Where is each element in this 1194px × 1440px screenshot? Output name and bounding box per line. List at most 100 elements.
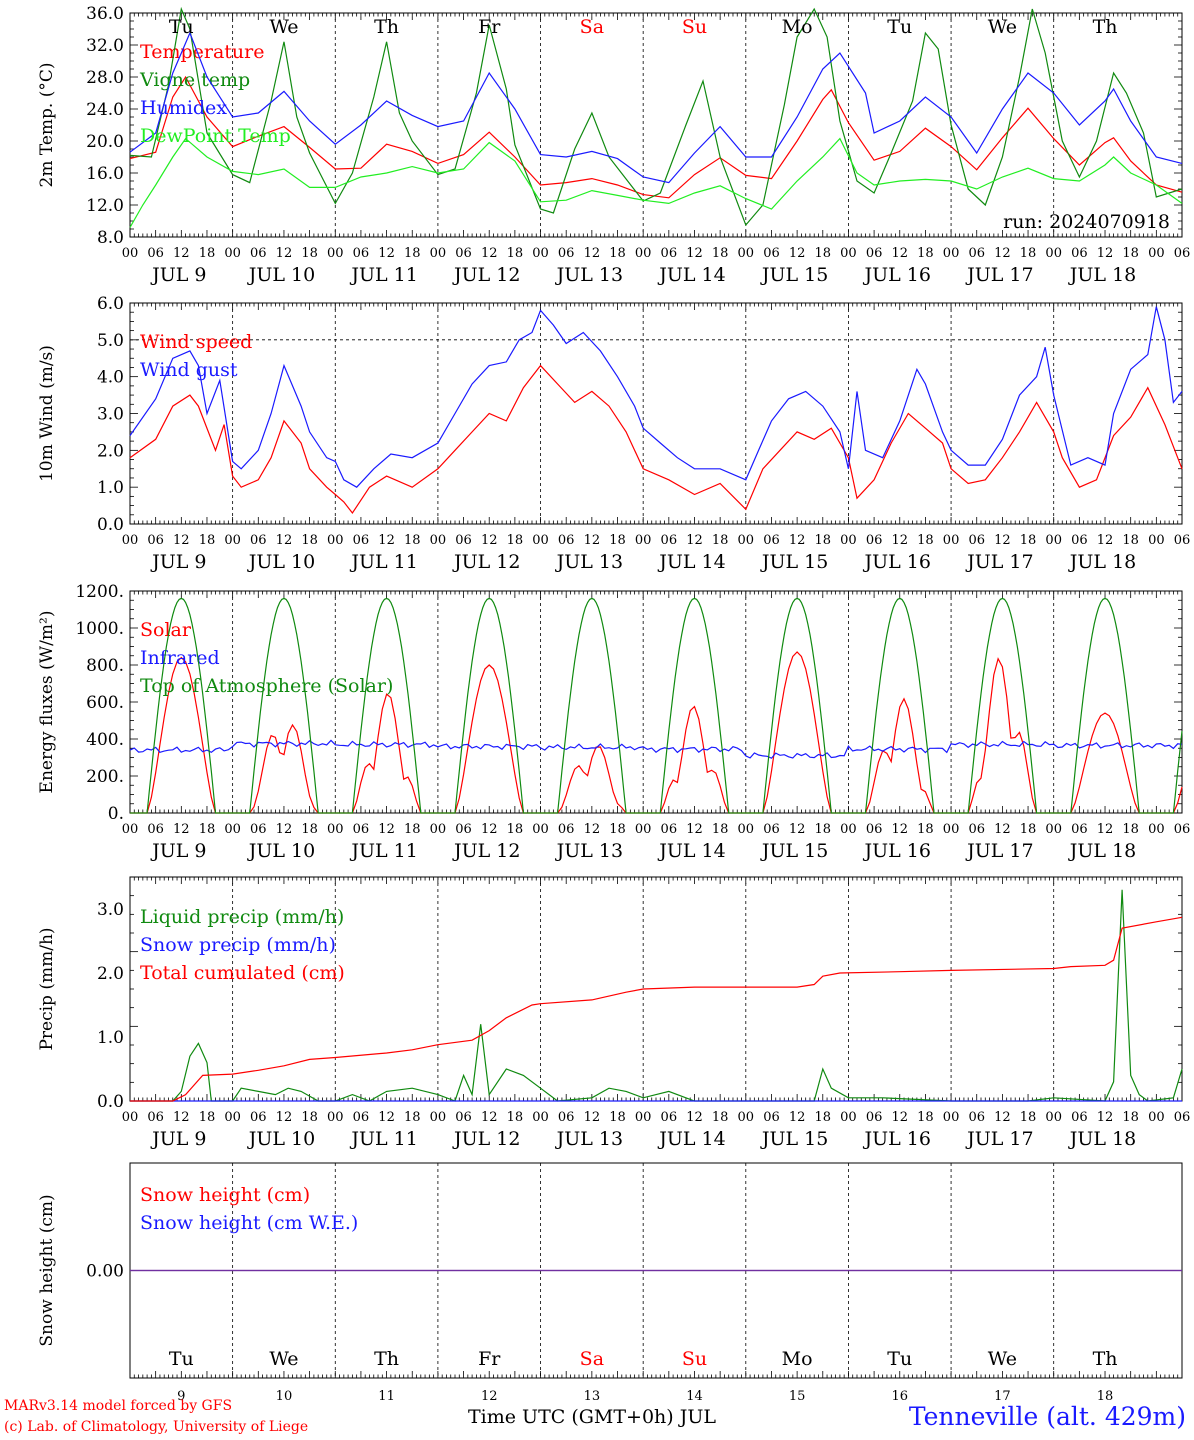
hour-label: 12 — [276, 246, 293, 261]
hour-label: 06 — [866, 533, 883, 548]
hour-label: 00 — [840, 533, 857, 548]
hour-label: 06 — [147, 246, 164, 261]
y-tick-label: 200. — [86, 767, 124, 787]
series-line-top-of-atmosphere-solar- — [130, 597, 1183, 814]
hour-label: 00 — [532, 533, 549, 548]
y-tick-label: 12.0 — [86, 196, 124, 216]
hour-label: 06 — [353, 1110, 370, 1125]
date-label: JUL 12 — [452, 551, 520, 573]
hour-label: 12 — [481, 1110, 498, 1125]
y-tick-label: 1000. — [75, 619, 124, 639]
hour-label: 00 — [943, 533, 960, 548]
day-name-label: Tu — [887, 16, 912, 38]
date-label: JUL 13 — [555, 840, 623, 862]
hour-label: 00 — [1148, 822, 1165, 837]
date-label: JUL 12 — [452, 1128, 520, 1150]
hour-label: 06 — [455, 533, 472, 548]
hour-label: 12 — [789, 246, 806, 261]
hour-label: 12 — [378, 246, 395, 261]
y-axis-title: Snow height (cm) — [37, 1194, 57, 1346]
hour-label: 18 — [712, 246, 729, 261]
series-line-vigne-temp — [129, 6, 1183, 227]
hour-label: 06 — [147, 533, 164, 548]
hour-label: 00 — [122, 822, 139, 837]
y-tick-label: 5.0 — [97, 331, 124, 351]
legend-entry: Humidex — [140, 97, 227, 119]
hour-label: 18 — [815, 246, 832, 261]
hour-label: 18 — [1122, 822, 1139, 837]
hour-label: 00 — [635, 246, 652, 261]
hour-label: 06 — [353, 533, 370, 548]
panel-2: 0.0 1.0 2.0 3.0 4.0 5.0 6.0 10m Wind (m/s) 00 06 1… — [37, 294, 1190, 573]
hour-label: 18 — [917, 1110, 934, 1125]
y-tick-label: 3.0 — [97, 405, 124, 425]
hour-label: 00 — [327, 533, 344, 548]
hour-label: 12 — [686, 246, 703, 261]
hour-label: 18 — [199, 822, 216, 837]
hour-label: 12 — [378, 533, 395, 548]
hour-label: 12 — [584, 1110, 601, 1125]
hour-label: 06 — [353, 246, 370, 261]
hour-label: 00 — [738, 246, 755, 261]
date-label: JUL 9 — [150, 551, 206, 573]
hour-label: 06 — [558, 1110, 575, 1125]
y-tick-label: 28.0 — [86, 68, 124, 88]
hour-label: 00 — [532, 822, 549, 837]
day-name-label: Fr — [478, 16, 501, 38]
day-name-label: Th — [374, 16, 399, 38]
hour-label: 12 — [891, 533, 908, 548]
series-line-infrared — [129, 739, 1183, 759]
day-name-label: We — [988, 16, 1017, 38]
hour-label: 06 — [968, 533, 985, 548]
hour-label: 18 — [404, 533, 421, 548]
hour-label: 18 — [404, 822, 421, 837]
y-tick-label: 0.0 — [97, 515, 124, 535]
hour-label: 00 — [635, 822, 652, 837]
day-name-label: Mo — [782, 1348, 813, 1370]
legend-entry: Vigne temp — [139, 69, 250, 91]
y-axis-title: Energy fluxes (W/m²) — [37, 611, 57, 794]
date-label: JUL 11 — [349, 1128, 417, 1150]
hour-label: 12 — [378, 822, 395, 837]
date-label: JUL 17 — [965, 840, 1033, 862]
hour-label: 06 — [661, 822, 678, 837]
y-tick-label: 800. — [86, 656, 124, 676]
hour-label: 00 — [224, 1110, 241, 1125]
hour-label: 18 — [1122, 246, 1139, 261]
hour-label: 06 — [866, 822, 883, 837]
day-name-label: Tu — [169, 16, 194, 38]
day-name-label: Su — [682, 16, 707, 38]
plot-frame — [129, 302, 1183, 525]
lab-credit: (c) Lab. of Climatology, University of L… — [4, 1419, 309, 1435]
date-label: JUL 14 — [657, 840, 725, 862]
hour-label: 12 — [584, 246, 601, 261]
hour-label: 00 — [224, 822, 241, 837]
series-line-humidex — [129, 31, 1183, 184]
hour-label: 00 — [1148, 1110, 1165, 1125]
hour-label: 00 — [122, 1110, 139, 1125]
hour-label: 18 — [815, 533, 832, 548]
legend-entry: Total cumulated (cm) — [140, 962, 345, 984]
hour-label: 00 — [738, 533, 755, 548]
y-axis-title: 10m Wind (m/s) — [37, 345, 57, 482]
hour-label: 12 — [1097, 246, 1114, 261]
hour-label: 12 — [686, 533, 703, 548]
hour-label: 06 — [353, 822, 370, 837]
y-tick-label: 1200. — [75, 582, 124, 602]
hour-label: 06 — [1174, 822, 1191, 837]
run-label: run: 2024070918 — [1003, 211, 1170, 233]
day-number-label: 18 — [1097, 1389, 1114, 1404]
hour-label: 06 — [147, 1110, 164, 1125]
day-name-label: Tu — [887, 1348, 912, 1370]
panel-4: 0.0 1.0 2.0 3.0 Precip (mm/h) 00 06 12 18 00 06 12 1… — [37, 876, 1190, 1150]
hour-label: 00 — [1045, 246, 1062, 261]
hour-label: 06 — [968, 1110, 985, 1125]
hour-label: 12 — [173, 822, 190, 837]
hour-label: 00 — [738, 1110, 755, 1125]
hour-label: 06 — [250, 822, 267, 837]
hour-label: 00 — [430, 1110, 447, 1125]
date-label: JUL 9 — [150, 1128, 206, 1150]
hour-label: 06 — [968, 246, 985, 261]
hour-label: 06 — [147, 822, 164, 837]
y-tick-label: 2.0 — [97, 441, 124, 461]
